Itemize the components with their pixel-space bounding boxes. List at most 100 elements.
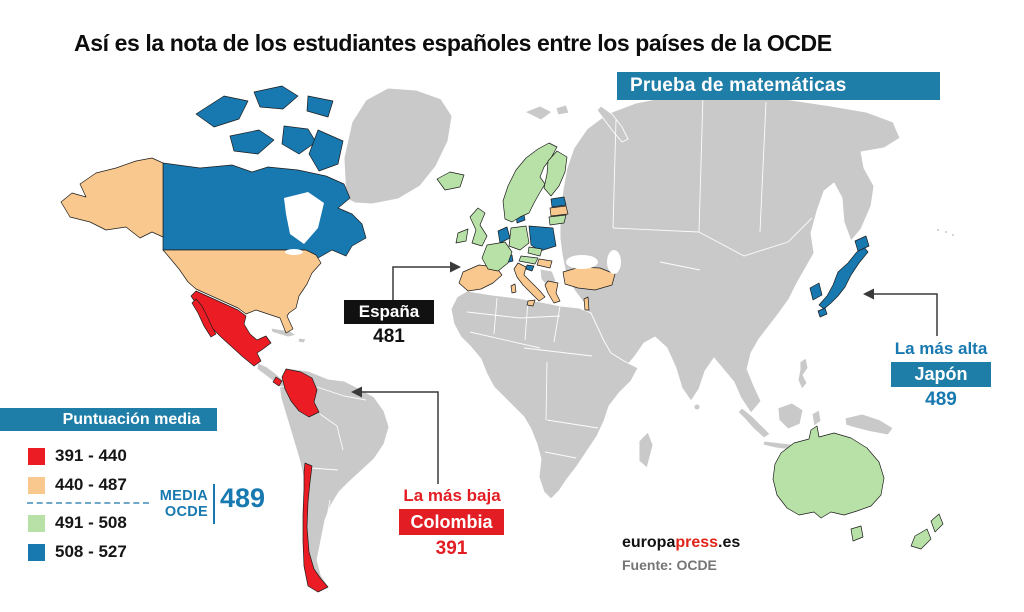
land-island-dot-1 [936, 228, 940, 232]
country-chile [302, 462, 329, 593]
legend-item-blue: 508 - 527 [28, 542, 127, 562]
legend-range-label: 391 - 440 [55, 446, 127, 465]
country-netherlands [497, 226, 511, 244]
land-philippines [797, 357, 809, 390]
country-usa [162, 249, 322, 334]
land-new-guinea [844, 413, 894, 436]
country-austria [518, 255, 539, 265]
country-lithuania [548, 214, 567, 226]
legend-range-label: 491 - 508 [55, 513, 127, 532]
japan-arrowhead-icon [863, 288, 874, 300]
country-mexico-baja [191, 298, 217, 338]
country-canada [162, 162, 367, 259]
great-lakes [285, 249, 303, 255]
country-greece [544, 280, 561, 304]
logo-part-press: press [675, 534, 719, 551]
country-latvia [549, 205, 569, 217]
test-type-badge: Prueba de matemáticas [617, 72, 940, 100]
internal-borders [310, 94, 813, 541]
land-sumatra [737, 407, 771, 439]
spain-callout-arrow [392, 266, 450, 300]
legend-item-green: 491 - 508 [28, 513, 127, 533]
land-madagascar [638, 431, 654, 469]
spain-score-value: 481 [373, 326, 405, 347]
land-svalbard [524, 105, 553, 121]
country-australia-tasmania [850, 525, 864, 542]
country-italy-sicily [526, 299, 536, 307]
japan-callout-arrow [874, 293, 938, 336]
country-japan-hokkaido [854, 235, 870, 252]
land-greenland [343, 87, 453, 205]
country-canada-arctic-6 [308, 129, 344, 172]
land-africa [450, 290, 639, 500]
spain-arrowhead-icon [450, 261, 461, 273]
legend-range-label: 440 - 487 [55, 475, 127, 494]
ocde-mean-label: MEDIA OCDE [146, 488, 208, 520]
country-colombia [281, 368, 320, 418]
country-canada-arctic-4 [229, 129, 275, 155]
country-canada-arctic-2 [253, 85, 299, 110]
water-overlays [284, 192, 621, 274]
country-slovenia [525, 264, 535, 272]
country-canada-arctic-3 [306, 95, 334, 118]
colombia-callout-arrow [362, 391, 439, 484]
ocde-mean-label-line2: OCDE [164, 504, 208, 521]
ocde-mean-label-line1: MEDIA [159, 488, 208, 504]
legend-title-banner: Puntuación media [0, 408, 217, 431]
legend-item-red: 391 - 440 [28, 446, 127, 466]
land-svalbard-2 [555, 104, 570, 116]
country-japan-kyushu [817, 307, 828, 318]
highest-caption: La más alta [894, 339, 988, 358]
country-poland [528, 225, 557, 252]
logo-part-es: .es [718, 534, 741, 551]
country-hungary [536, 258, 553, 269]
page-title: Así es la nota de los estudiantes españo… [74, 30, 832, 56]
legend-range-label: 508 - 527 [55, 542, 127, 561]
country-australia [772, 425, 885, 519]
country-norway-sweden [502, 142, 558, 223]
legend-item-orange: 440 - 487 [28, 475, 127, 495]
legend-swatch-blue [28, 543, 45, 561]
country-czechia [527, 246, 543, 257]
country-spain-portugal [458, 264, 503, 292]
band-440-487-countries [60, 157, 616, 334]
ocde-mean-value: 489 [220, 483, 266, 513]
spain-callout-box: España [344, 300, 434, 324]
country-iceland [436, 171, 465, 191]
country-ireland [455, 228, 469, 244]
country-new-zealand-south [910, 528, 932, 550]
band-508-527-countries [162, 85, 870, 318]
land-sri-lanka [693, 403, 701, 411]
land-sulawesi [811, 409, 822, 427]
land-hispaniola [297, 337, 307, 344]
country-united-kingdom [469, 207, 488, 247]
land-novaya-zemlya [596, 105, 629, 143]
colombia-callout-box: Colombia [399, 509, 504, 535]
logo-part-europa: europa [622, 534, 676, 551]
japan-score-value: 489 [925, 389, 957, 410]
country-usa-alaska [60, 157, 164, 239]
legend-swatch-orange [28, 476, 45, 494]
legend-swatch-green [28, 514, 45, 532]
country-costa-rica [272, 376, 283, 387]
europapress-logo: europapress.es [622, 534, 740, 552]
country-japan-honshu [818, 245, 869, 310]
callout-arrows [351, 261, 938, 484]
country-new-zealand-north [930, 513, 944, 533]
country-canada-arctic-5 [281, 125, 317, 155]
land-island-dot-2 [944, 230, 948, 234]
band-391-440-countries [190, 290, 329, 593]
hudson-bay [284, 192, 324, 244]
country-italy-sardinia [510, 283, 517, 294]
country-france [481, 241, 513, 272]
country-germany [508, 225, 530, 251]
colombia-score-value: 391 [435, 538, 468, 559]
source-label: Fuente: OCDE [622, 557, 717, 573]
colombia-arrowhead-icon [351, 386, 362, 398]
country-estonia [550, 196, 567, 208]
land-borneo [777, 402, 804, 430]
country-canada-arctic-1 [195, 95, 249, 128]
legend-swatch-red [28, 447, 45, 465]
